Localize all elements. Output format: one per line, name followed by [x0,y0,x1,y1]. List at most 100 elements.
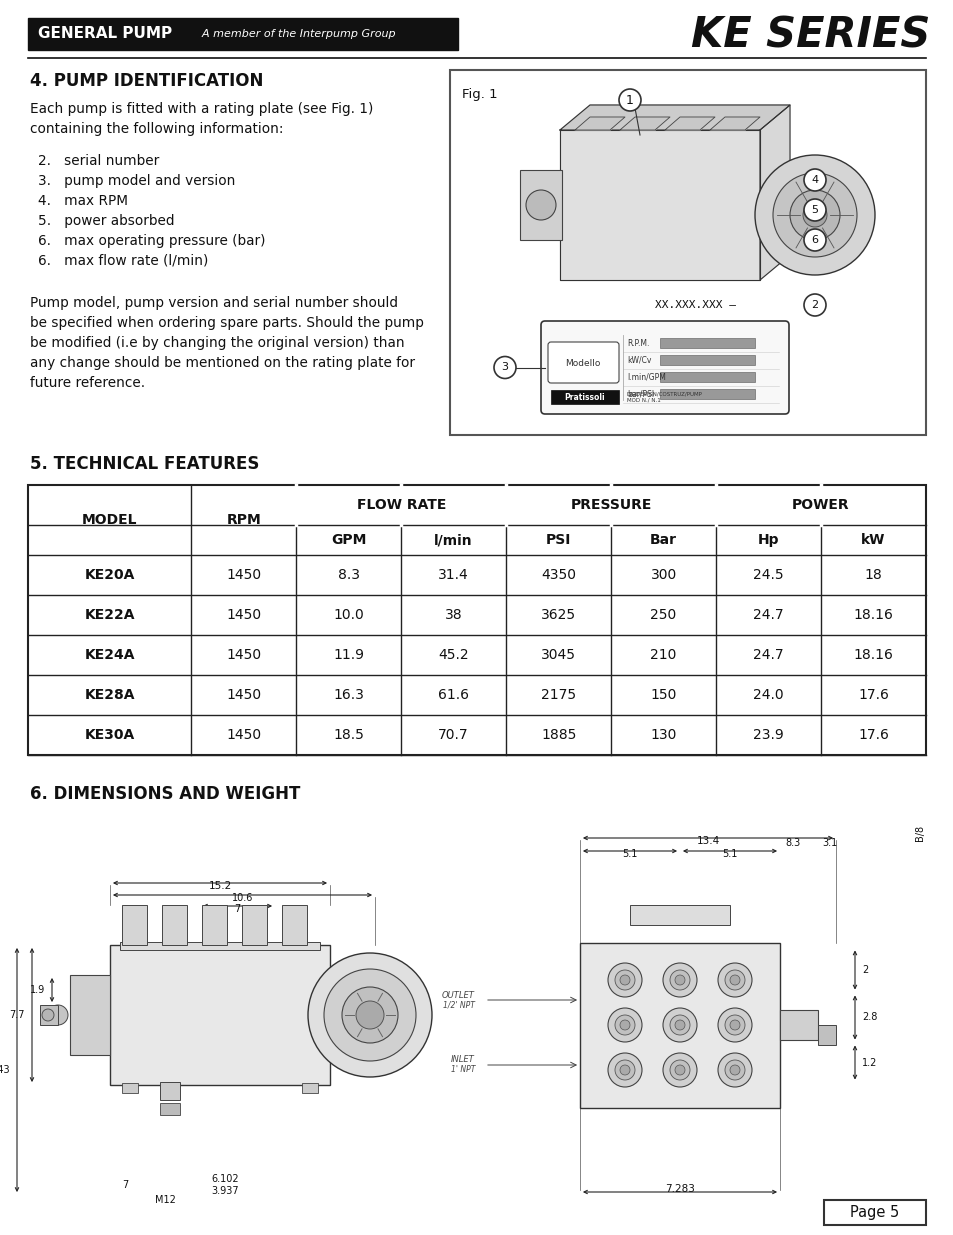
Text: 6. DIMENSIONS AND WEIGHT: 6. DIMENSIONS AND WEIGHT [30,785,300,803]
Bar [28,485,925,755]
FancyBboxPatch shape [540,321,788,414]
Bar [202,905,227,945]
Text: 5. TECHNICAL FEATURES: 5. TECHNICAL FEATURES [30,454,259,473]
Text: 1450: 1450 [226,568,261,582]
Text: KE22A: KE22A [84,608,134,622]
Text: 5.1: 5.1 [721,848,737,860]
Text: Bar: Bar [649,534,677,547]
Text: Pratissoli: Pratissoli [564,393,604,401]
Text: 15.2: 15.2 [208,881,232,890]
Circle shape [729,1065,740,1074]
Circle shape [803,228,825,251]
Text: 5.1: 5.1 [621,848,637,860]
Text: 2: 2 [862,965,867,974]
Text: PRESSURE: PRESSURE [570,498,651,513]
Text: 6: 6 [811,235,818,245]
Text: Hp: Hp [757,534,779,547]
Text: 7: 7 [122,1179,128,1191]
Text: l/min: l/min [434,534,473,547]
Circle shape [615,1060,635,1079]
Circle shape [669,969,689,990]
Text: 150: 150 [650,688,676,701]
Text: 70.7: 70.7 [437,727,469,742]
Bar [629,904,729,925]
Bar [780,1010,817,1040]
Text: bar/PSI: bar/PSI [626,389,654,399]
Text: 1450: 1450 [226,688,261,701]
Bar [160,1103,180,1115]
Text: 1450: 1450 [226,608,261,622]
Text: 18.16: 18.16 [853,648,893,662]
Circle shape [324,969,416,1061]
Text: 45.2: 45.2 [437,648,469,662]
Circle shape [619,1020,629,1030]
Text: KE24A: KE24A [84,648,134,662]
Circle shape [308,953,432,1077]
Circle shape [607,963,641,997]
Text: 8.3: 8.3 [784,839,800,848]
Circle shape [607,1053,641,1087]
Circle shape [718,963,751,997]
Circle shape [662,1053,697,1087]
Text: 5: 5 [811,205,818,215]
Circle shape [803,199,825,221]
Text: 24.7: 24.7 [753,648,783,662]
Circle shape [494,357,516,378]
Circle shape [724,969,744,990]
Text: 1/2' NPT: 1/2' NPT [442,1000,475,1009]
Bar [659,354,754,366]
Text: Fig. 1: Fig. 1 [461,88,497,101]
Text: 6.   max operating pressure (bar): 6. max operating pressure (bar) [38,233,265,248]
Text: 1.2: 1.2 [862,1057,877,1067]
Text: M12: M12 [154,1195,175,1205]
Text: KE30A: KE30A [85,727,134,742]
Bar [120,942,319,950]
Text: PSI: PSI [545,534,571,547]
Text: 18: 18 [863,568,882,582]
Bar [242,905,267,945]
Text: OUTLET: OUTLET [441,990,475,999]
Text: 6.102: 6.102 [211,1174,238,1184]
Text: Pump model, pump version and serial number should
be specified when ordering spa: Pump model, pump version and serial numb… [30,296,423,390]
Text: 16.3: 16.3 [333,688,364,701]
Circle shape [662,963,697,997]
Text: 1.9: 1.9 [30,986,45,995]
Circle shape [675,1065,684,1074]
Text: GENERAL PUMP: GENERAL PUMP [38,26,172,42]
Text: 7.7: 7.7 [10,1010,25,1020]
Text: 1' NPT: 1' NPT [450,1066,475,1074]
Text: 3.543: 3.543 [0,1065,10,1074]
Polygon shape [664,117,714,130]
Text: 7.283: 7.283 [664,1184,694,1194]
Text: DA/DESIGN/COSTRUZ/PUMP
MOD N./ N.1: DA/DESIGN/COSTRUZ/PUMP MOD N./ N.1 [626,391,702,403]
Text: 5.   power absorbed: 5. power absorbed [38,214,174,228]
Text: l.min/GPM: l.min/GPM [626,373,665,382]
Polygon shape [709,117,760,130]
Circle shape [718,1008,751,1042]
Circle shape [619,1065,629,1074]
Polygon shape [559,105,789,130]
Bar [28,19,457,49]
Circle shape [675,974,684,986]
Text: 300: 300 [650,568,676,582]
Circle shape [662,1008,697,1042]
Text: 1: 1 [625,94,634,106]
Bar [70,974,110,1055]
Circle shape [341,987,397,1044]
Text: 3.   pump model and version: 3. pump model and version [38,174,235,188]
FancyBboxPatch shape [547,342,618,383]
Text: FLOW RATE: FLOW RATE [356,498,445,513]
Circle shape [615,1015,635,1035]
Circle shape [724,1060,744,1079]
Bar [579,942,780,1108]
Text: 1450: 1450 [226,727,261,742]
Text: GPM: GPM [331,534,366,547]
Text: XX.XXX.XXX —: XX.XXX.XXX — [655,300,735,310]
Text: 3045: 3045 [540,648,576,662]
Circle shape [789,190,840,240]
Bar [160,1082,180,1100]
Circle shape [729,1020,740,1030]
Text: MODEL: MODEL [82,513,137,527]
Circle shape [724,1015,744,1035]
Text: kW: kW [861,534,884,547]
